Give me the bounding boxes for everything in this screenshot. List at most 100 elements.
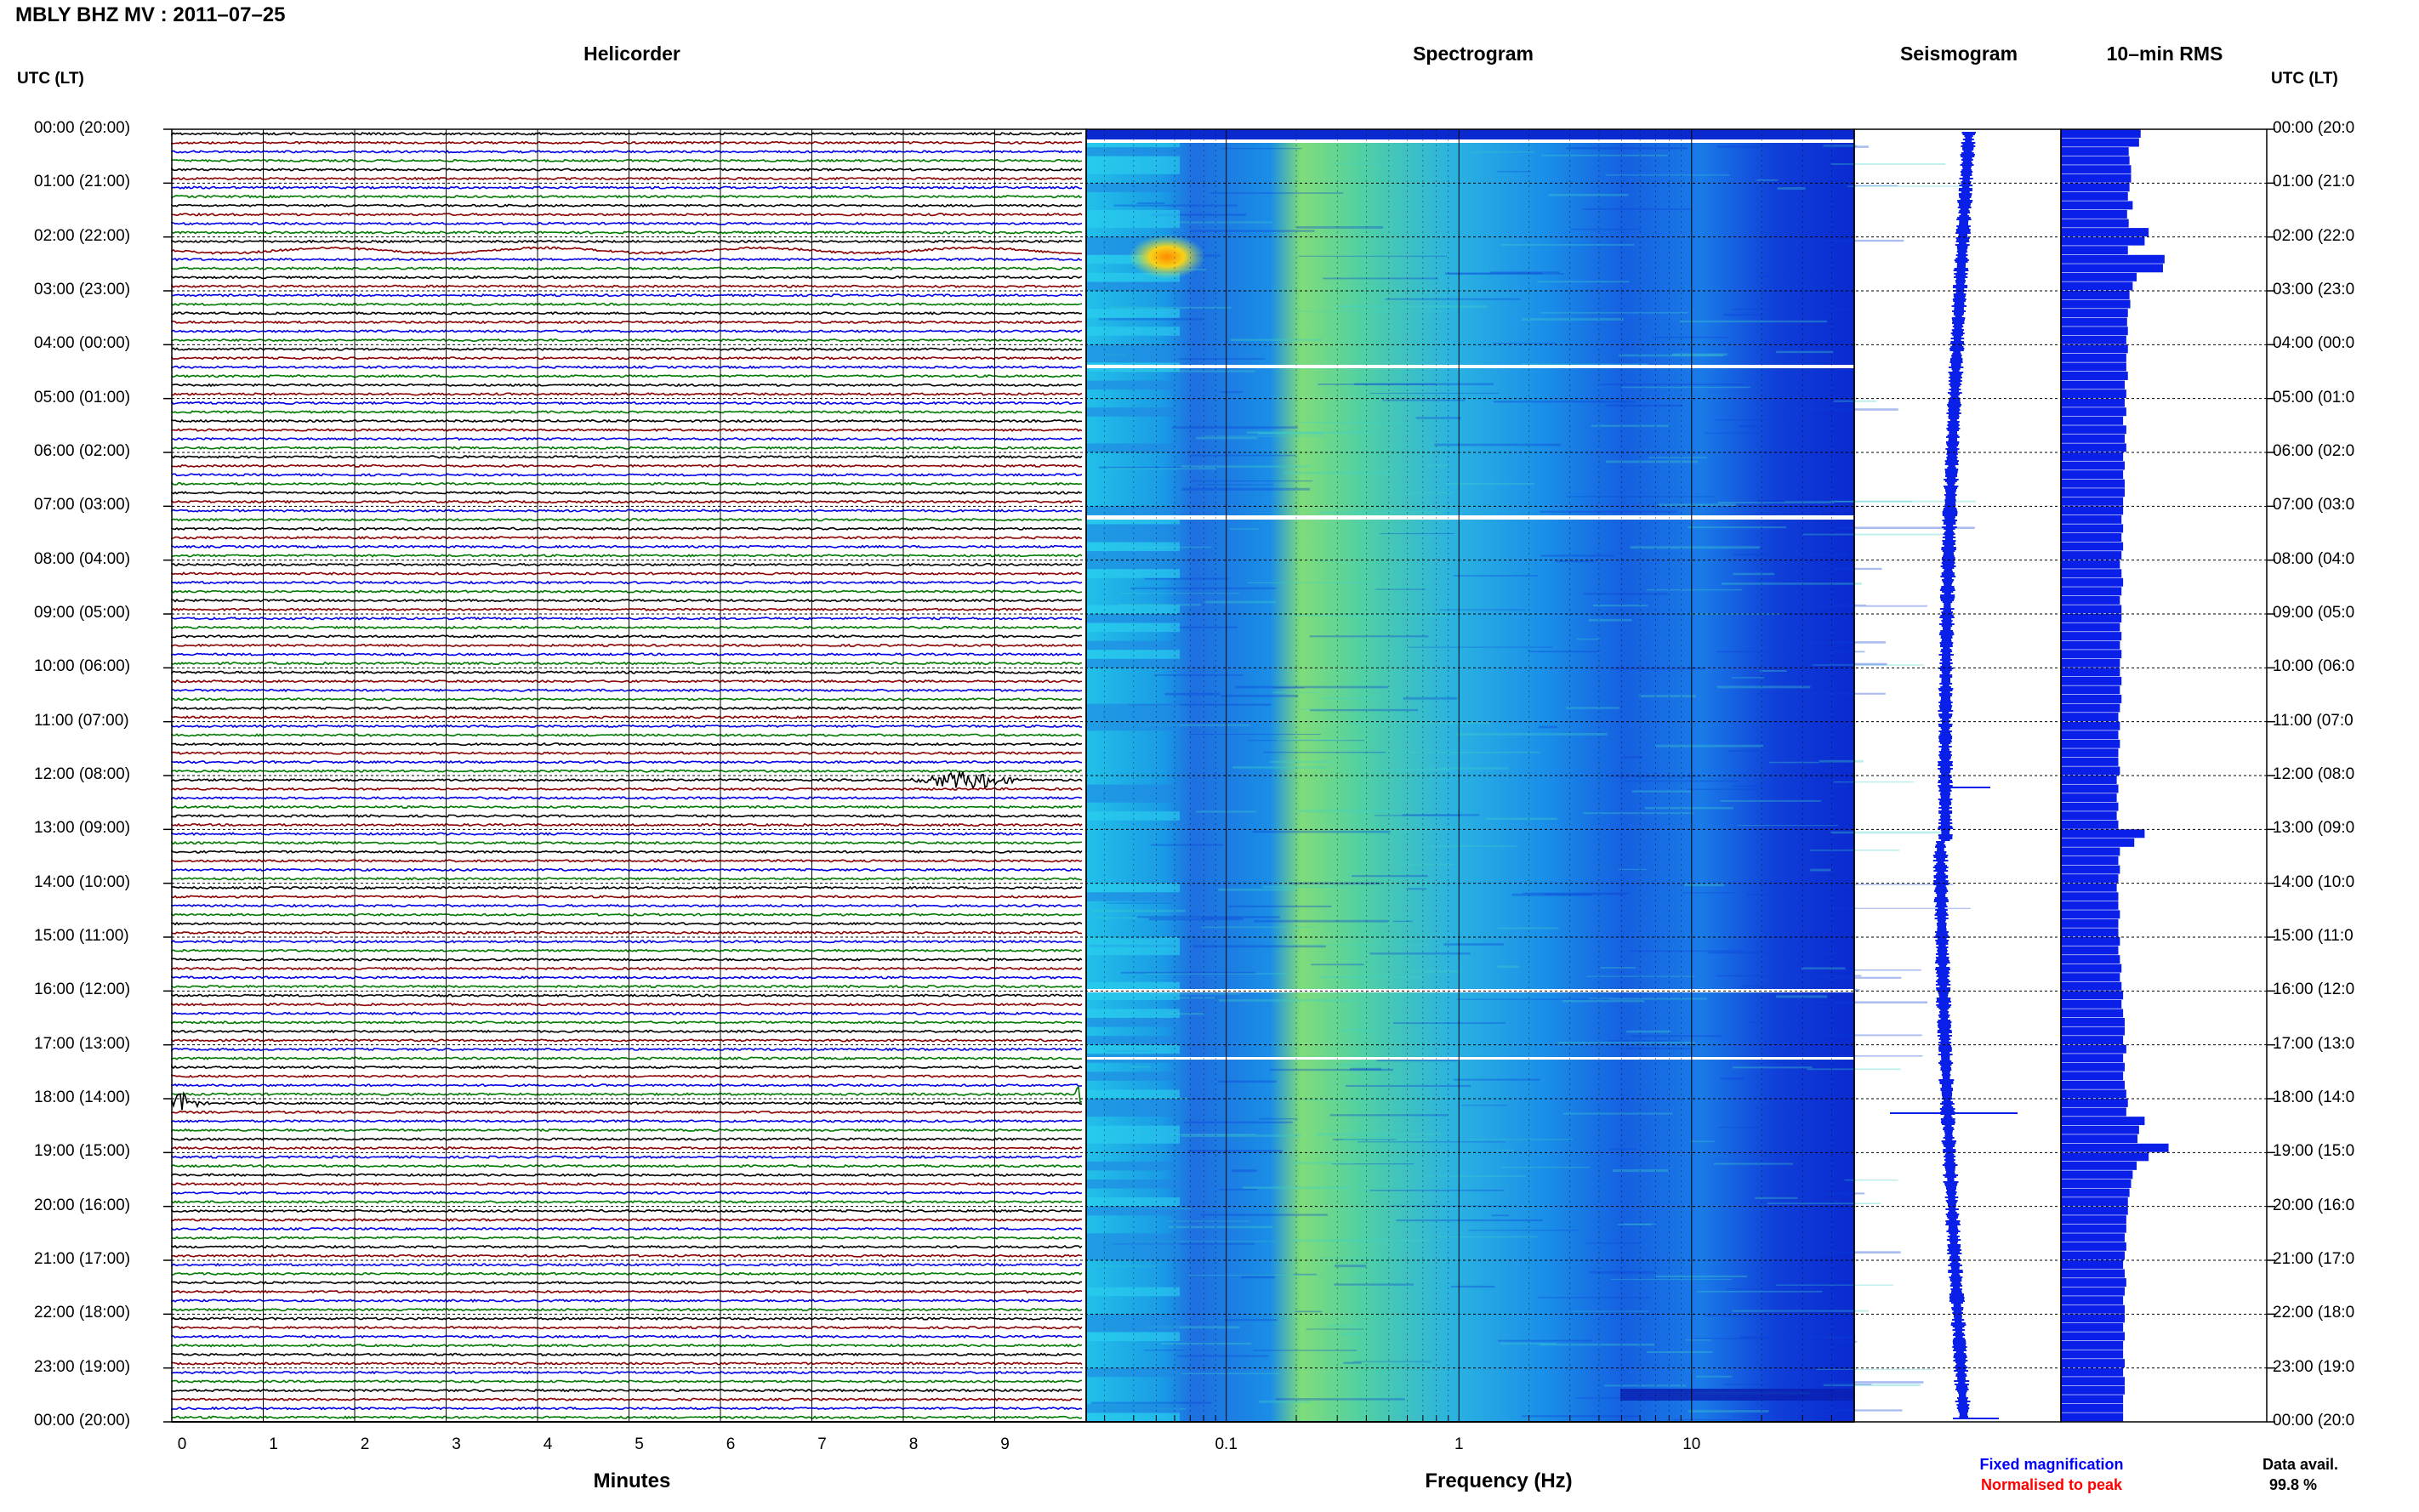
spectrogram-texture <box>1618 868 1648 870</box>
spectrogram-texture <box>1819 759 1864 763</box>
rms-bar <box>2061 1179 2132 1188</box>
seismogram-trace <box>1932 132 1976 1418</box>
spectrogram-lowfreq-band <box>1086 1009 1180 1018</box>
rms-bar <box>2061 668 2120 677</box>
spectrogram-texture <box>1801 967 1846 969</box>
rms-bar <box>2061 658 2120 668</box>
rms-bar <box>2061 650 2122 659</box>
rms-bar <box>2061 883 2117 892</box>
right-time-label: 00:00 (20:0 <box>2273 119 2355 137</box>
rms-bar <box>2061 129 2141 138</box>
right-time-label: 22:00 (18:0 <box>2273 1304 2355 1322</box>
spectrogram-texture <box>1201 926 1317 929</box>
spectrogram-texture <box>1352 875 1428 878</box>
helicorder-trace <box>171 446 1083 451</box>
spectrogram-lowfreq-band <box>1086 713 1180 722</box>
spectrogram-texture <box>1769 761 1819 764</box>
rms-bar <box>2061 937 2120 946</box>
spectrogram-texture <box>1588 998 1707 1000</box>
rms-bar <box>2061 506 2124 515</box>
left-time-label: 10:00 (06:00) <box>34 657 131 676</box>
helicorder-trace <box>171 895 1083 899</box>
spectrogram-texture <box>1184 1121 1293 1123</box>
spectrogram-texture <box>1588 618 1632 622</box>
rms-bar <box>2061 542 2124 551</box>
helicorder-trace <box>171 966 1083 971</box>
helicorder-panel <box>171 131 1083 1420</box>
spectrogram-texture <box>1613 1169 1669 1173</box>
helicorder-trace <box>171 1379 1082 1384</box>
helicorder-trace <box>171 1388 1083 1393</box>
spectrogram-lowfreq-band <box>1086 1314 1180 1323</box>
rms-bar <box>2061 1305 2125 1314</box>
helicorder-trace <box>171 616 1083 621</box>
rms-bar <box>2061 1251 2125 1260</box>
spectrogram-lowfreq-band <box>1086 981 1180 992</box>
spectrogram-texture <box>1592 604 1648 607</box>
spectrogram-texture <box>1199 1214 1328 1216</box>
spectrogram-texture <box>1522 318 1624 321</box>
spectrogram-texture <box>1220 391 1244 393</box>
rms-bar <box>2061 820 2119 829</box>
spectrogram-texture <box>1688 1410 1769 1413</box>
spectrogram-texture <box>1407 492 1454 494</box>
rms-bar <box>2061 147 2129 156</box>
spectrogram-texture <box>1444 272 1543 275</box>
spectrogram-texture <box>1181 1373 1280 1375</box>
rms-bar <box>2061 1054 2124 1063</box>
spectrogram-texture <box>1197 484 1274 486</box>
spectrogram-texture <box>1421 1175 1527 1177</box>
spectrogram-texture <box>1672 353 1727 356</box>
frequency-tick-label: 0.1 <box>1215 1435 1238 1453</box>
spectrogram-texture <box>1257 432 1324 435</box>
left-time-label: 14:00 (10:00) <box>34 873 131 891</box>
spectrogram-texture <box>1349 721 1490 725</box>
spectrogram-texture <box>1497 927 1559 929</box>
spectrogram-texture <box>1498 1339 1592 1342</box>
spectrogram-texture <box>1682 892 1735 894</box>
spectrogram-texture <box>1297 310 1447 312</box>
rms-bar <box>2061 138 2139 147</box>
rms-bar <box>2061 703 2120 713</box>
spectrogram-texture <box>1511 893 1592 896</box>
spectrogram-texture <box>1695 1375 1733 1378</box>
helicorder-trace <box>171 1137 1083 1141</box>
rms-bar <box>2061 317 2127 327</box>
rms-bar <box>2061 963 2122 973</box>
rms-bar <box>2061 1089 2126 1099</box>
spectrogram-texture <box>1717 1127 1805 1128</box>
rms-bar <box>2061 776 2117 784</box>
rms-bar <box>2061 1413 2124 1422</box>
helicorder-trace <box>171 770 1083 790</box>
spectrogram-lowfreq-band <box>1086 1332 1180 1341</box>
rms-bar <box>2061 999 2122 1009</box>
spectrogram-texture <box>1647 1350 1713 1353</box>
helicorder-trace <box>171 885 1083 890</box>
spectrogram-lowfreq-band <box>1086 1107 1180 1117</box>
rms-bar <box>2061 901 2119 910</box>
spectrogram-lowfreq-band <box>1086 443 1180 452</box>
minute-tick-label: 1 <box>269 1435 278 1453</box>
spectrogram-texture <box>1283 471 1398 475</box>
spectrogram-texture <box>1090 1401 1212 1404</box>
frequency-tick-label: 10 <box>1682 1435 1701 1453</box>
helicorder-trace <box>171 491 1083 495</box>
helicorder-trace <box>171 661 1083 666</box>
spectrogram-texture <box>1096 1265 1157 1267</box>
spectrogram-texture <box>1358 1189 1380 1191</box>
helicorder-trace <box>171 383 1082 388</box>
spectrogram-texture <box>1181 1134 1302 1137</box>
rms-bar <box>2061 560 2120 569</box>
rms-bar <box>2061 434 2125 443</box>
spectrogram-texture <box>1218 1188 1258 1191</box>
helicorder-trace <box>171 580 1083 585</box>
helicorder-trace <box>171 1208 1082 1214</box>
spectrogram-texture <box>1586 1242 1640 1244</box>
helicorder-trace <box>171 939 1083 944</box>
minute-tick-label: 6 <box>726 1435 736 1453</box>
spectrogram-texture <box>1723 1384 1872 1385</box>
spectrogram-texture <box>1772 641 1886 644</box>
rms-bar <box>2061 973 2120 982</box>
spectrogram-lowfreq-band <box>1086 147 1180 156</box>
right-time-label: 12:00 (08:0 <box>2273 765 2355 783</box>
